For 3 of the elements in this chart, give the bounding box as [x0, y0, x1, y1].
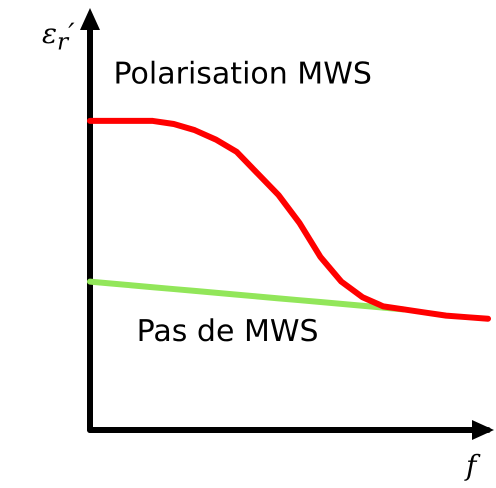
series-label: Polarisation MWS	[114, 56, 372, 92]
series-label: Pas de MWS	[136, 314, 319, 350]
y-axis-title: ε$_{r}$′	[42, 17, 75, 56]
